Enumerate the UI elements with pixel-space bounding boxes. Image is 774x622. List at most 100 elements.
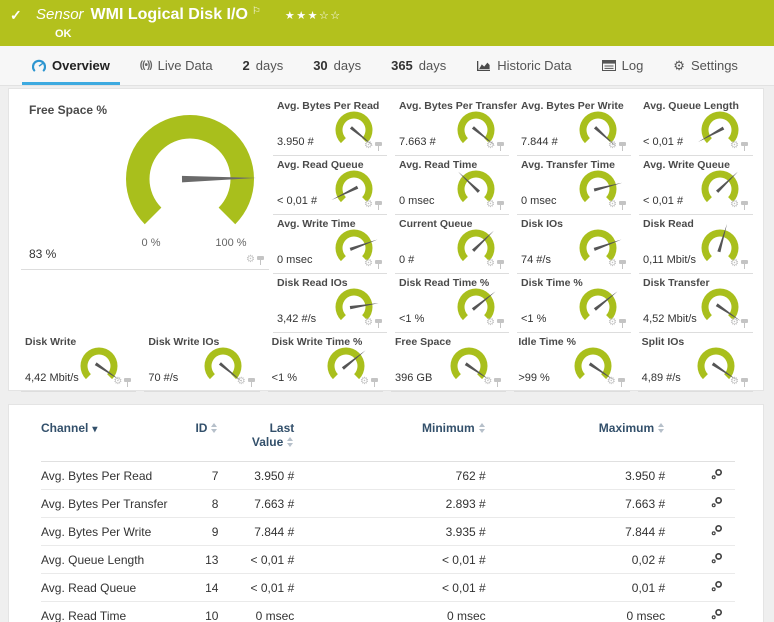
table-row: Avg. Read Time 10 0 msec 0 msec 0 msec (41, 602, 735, 622)
gear-icon[interactable]: ⚙ (236, 376, 246, 387)
gear-icon[interactable]: ⚙ (483, 376, 493, 387)
pin-icon[interactable] (619, 200, 626, 210)
channel-settings-icon[interactable] (711, 468, 723, 483)
gauge-title: Disk Write IOs (148, 336, 220, 348)
column-header-id[interactable]: ID (183, 421, 219, 435)
pin-icon[interactable] (494, 377, 502, 387)
tab-live-data[interactable]: ((•)) Live Data (130, 46, 223, 85)
pin-icon[interactable] (619, 259, 626, 269)
pin-icon[interactable] (741, 200, 748, 210)
gauge-dial (74, 342, 124, 391)
gear-icon[interactable]: ⚙ (486, 199, 495, 210)
gear-icon[interactable]: ⚙ (113, 376, 123, 387)
channel-settings-icon[interactable] (711, 552, 723, 567)
table-body: Avg. Bytes Per Read 7 3.950 # 762 # 3.95… (41, 462, 735, 622)
tab-30-days[interactable]: 30 days (303, 46, 371, 85)
gauge-title: Free Space % (29, 103, 108, 117)
channel-settings-icon[interactable] (711, 524, 723, 539)
gauge-dial (573, 224, 623, 273)
gear-icon[interactable]: ⚙ (486, 317, 495, 328)
gauge-dial (573, 283, 623, 332)
gauge-dial (695, 223, 745, 273)
gauge-title: Disk Write Time % (271, 336, 363, 348)
column-header-last-value[interactable]: Last Value (251, 421, 295, 449)
gear-icon[interactable]: ⚙ (364, 258, 373, 269)
pin-icon[interactable] (497, 141, 504, 151)
gauge-dial (451, 224, 501, 273)
priority-stars[interactable]: ★★★☆☆ (284, 10, 342, 22)
cell-maximum: 0 msec (626, 608, 666, 622)
gear-icon[interactable]: ⚙ (730, 258, 739, 269)
sort-arrows-icon (287, 437, 294, 447)
tab-365-days[interactable]: 365 days (381, 46, 456, 85)
gear-icon[interactable]: ⚙ (608, 199, 617, 210)
gear-icon[interactable]: ⚙ (486, 258, 495, 269)
gauge-title: Disk Transfer (643, 277, 710, 289)
tab-historic-data[interactable]: Historic Data (466, 46, 581, 85)
column-header-channel[interactable]: Channel ▾ (41, 421, 98, 435)
pin-icon[interactable] (375, 259, 382, 269)
pin-icon[interactable] (247, 377, 255, 387)
gauge-grid: Avg. Bytes Per Read 3.950 # ⚙ Avg. Bytes… (273, 97, 761, 333)
pin-icon[interactable] (497, 318, 504, 328)
gauge-value: 4,42 Mbit/s (25, 372, 79, 384)
tab-icon: ⚙ (673, 57, 685, 73)
gear-icon[interactable]: ⚙ (730, 140, 739, 151)
tab-number: 2 (242, 58, 250, 73)
cell-minimum: 2.893 # (445, 496, 486, 511)
gear-icon[interactable]: ⚙ (364, 199, 373, 210)
gear-icon[interactable]: ⚙ (364, 140, 373, 151)
gauge-cell: Disk Transfer 4,52 Mbit/s ⚙ (639, 274, 753, 333)
pin-icon[interactable] (375, 200, 382, 210)
gauge-cell: Disk Write 4,42 Mbit/s ⚙ (21, 333, 137, 392)
gear-icon[interactable]: ⚙ (730, 376, 739, 387)
gauge-dial (321, 342, 371, 391)
tab-settings[interactable]: ⚙ Settings (663, 46, 748, 85)
tab-label: Live Data (157, 58, 213, 73)
pin-icon[interactable] (619, 141, 626, 151)
gear-icon[interactable]: ⚙ (246, 254, 255, 265)
pin-icon[interactable] (617, 377, 625, 387)
pin-icon[interactable] (257, 255, 264, 265)
pin-icon[interactable] (375, 141, 382, 151)
gear-icon[interactable]: ⚙ (730, 199, 739, 210)
gauge-cell: Disk Write Time % <1 % ⚙ (267, 333, 383, 392)
gauge-cell: Free Space 396 GB ⚙ (391, 333, 507, 392)
gauge-dial (451, 283, 501, 332)
gear-icon[interactable]: ⚙ (364, 317, 373, 328)
tab-log[interactable]: Log (592, 46, 654, 85)
gear-icon[interactable]: ⚙ (606, 376, 616, 387)
gear-icon[interactable]: ⚙ (486, 140, 495, 151)
gear-icon[interactable]: ⚙ (730, 317, 739, 328)
gear-icon[interactable]: ⚙ (360, 376, 369, 387)
column-header-minimum[interactable]: Minimum (294, 421, 485, 435)
gauge-title: Avg. Read Time (399, 159, 478, 171)
pin-icon[interactable] (371, 377, 378, 387)
channel-settings-icon[interactable] (711, 496, 723, 511)
pin-icon[interactable] (741, 377, 748, 387)
channel-settings-icon[interactable] (711, 608, 723, 622)
gear-icon[interactable]: ⚙ (608, 317, 617, 328)
flag-icon[interactable]: ⚐ (251, 6, 261, 17)
channel-settings-icon[interactable] (711, 580, 723, 595)
pin-icon[interactable] (619, 318, 626, 328)
cell-id: 10 (205, 608, 219, 622)
pin-icon[interactable] (741, 318, 748, 328)
pin-icon[interactable] (375, 318, 382, 328)
gauge-title: Disk Time % (521, 277, 583, 289)
pin-icon[interactable] (741, 259, 748, 269)
gauge-dial (451, 106, 501, 155)
tab-label: days (418, 58, 447, 73)
tab-overview[interactable]: Overview (22, 46, 120, 85)
tab-number: 365 (391, 58, 413, 73)
pin-icon[interactable] (741, 141, 748, 151)
pin-icon[interactable] (497, 259, 504, 269)
pin-icon[interactable] (497, 200, 504, 210)
cell-id: 8 (211, 496, 219, 511)
pin-icon[interactable] (124, 377, 132, 387)
gear-icon[interactable]: ⚙ (608, 140, 617, 151)
tab-2-days[interactable]: 2 days (233, 46, 294, 85)
gear-icon[interactable]: ⚙ (608, 258, 617, 269)
gauge-value: 83 % (29, 247, 57, 261)
column-header-maximum[interactable]: Maximum (486, 421, 665, 435)
